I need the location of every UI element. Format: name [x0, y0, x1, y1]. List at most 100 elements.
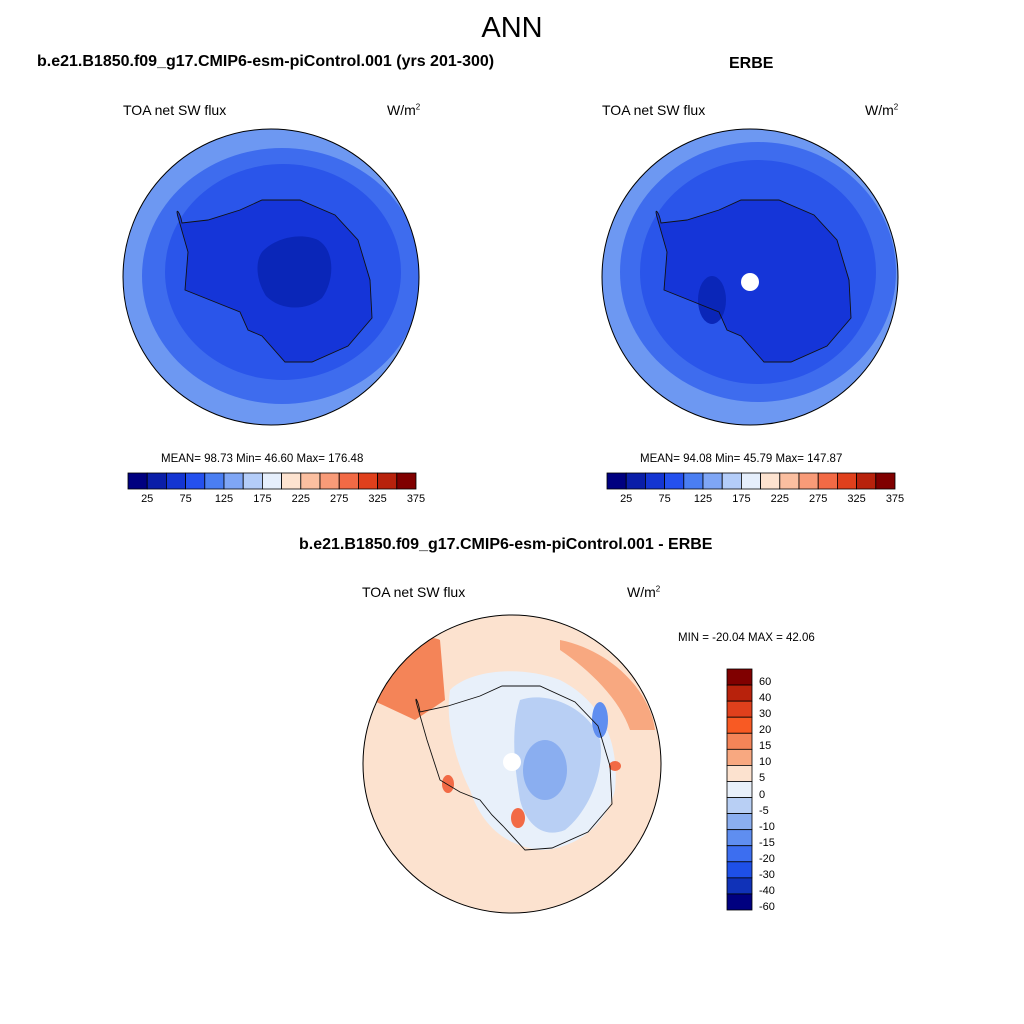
- obs-colorbar-tick-label: 75: [658, 493, 671, 505]
- diff-colorbar-box: [726, 684, 753, 702]
- model-colorbar-box: [319, 472, 340, 490]
- model-colorbar-box: [338, 472, 359, 490]
- obs-units-label: W/m2: [865, 102, 899, 118]
- model-colorbar-tick-label: 375: [406, 493, 426, 505]
- obs-colorbar-box: [760, 472, 781, 490]
- diff-coastline: [415, 685, 613, 851]
- obs-colorbar-tick-label: 225: [770, 493, 789, 505]
- obs-colorbar-tick-label: 325: [847, 493, 866, 505]
- diff-colorbar-tick-label: -5: [759, 804, 769, 817]
- obs-missing-data-hole: [741, 273, 759, 291]
- obs-colorbar-tick-label: 175: [732, 493, 751, 505]
- diff-colorbar-box: [726, 845, 753, 863]
- diff-colorbar-tick-label: -30: [759, 868, 775, 881]
- obs-colorbar-box: [664, 472, 685, 490]
- diff-colorbar-box: [726, 700, 753, 718]
- model-colorbar-box: [242, 472, 263, 490]
- obs-colorbar-box: [798, 472, 819, 490]
- model-colorbar-box: [396, 472, 417, 490]
- diff-colorbar-box: [726, 861, 753, 879]
- model-colorbar-tick-label: 25: [141, 493, 154, 505]
- obs-colorbar-box: [702, 472, 723, 490]
- diff-colorbar-box: [726, 781, 753, 798]
- obs-coastline: [655, 199, 852, 363]
- diff-colorbar-tick-label: -20: [759, 852, 775, 865]
- model-colorbar-box: [127, 472, 148, 490]
- diff-colorbar-box: [726, 668, 753, 686]
- model-colorbar-tick-label: 175: [253, 493, 272, 505]
- diff-colorbar-box: [726, 797, 753, 814]
- model-polar-map: [123, 129, 419, 425]
- model-colorbar: [127, 472, 417, 490]
- figure-title: ANN: [481, 12, 543, 44]
- diff-colorbar-box: [726, 829, 753, 847]
- obs-colorbar-box: [779, 472, 800, 490]
- model-variable-label: TOA net SW flux: [123, 102, 227, 118]
- model-colorbar-box: [146, 472, 167, 490]
- obs-polar-map: [602, 129, 898, 425]
- diff-units-label: W/m2: [627, 584, 661, 600]
- diff-colorbar-box: [726, 893, 753, 911]
- obs-colorbar-tick-label: 275: [809, 493, 828, 505]
- model-colorbar-tick-label: 325: [368, 493, 387, 505]
- diff-colorbar-tick-label: 20: [759, 724, 772, 737]
- model-colorbar-box: [357, 472, 378, 490]
- model-panel-header: b.e21.B1850.f09_g17.CMIP6-esm-piControl.…: [37, 53, 495, 70]
- obs-colorbar-box: [741, 472, 762, 490]
- model-colorbar-tick-label: 275: [330, 493, 349, 505]
- obs-colorbar-box: [645, 472, 666, 490]
- model-units-label: W/m2: [387, 102, 421, 118]
- diff-colorbar-tick-label: 15: [759, 740, 772, 753]
- obs-colorbar-tick-label: 25: [620, 493, 633, 505]
- model-colorbar-tick-label: 75: [179, 493, 192, 505]
- diff-colorbar-box: [726, 732, 753, 750]
- diff-colorbar-box: [726, 813, 753, 831]
- obs-colorbar-tick-label: 125: [693, 493, 713, 505]
- obs-colorbar-box: [625, 472, 646, 490]
- diff-colorbar-tick-label: 0: [759, 788, 766, 801]
- obs-colorbar-box: [875, 472, 896, 490]
- diff-panel-header: b.e21.B1850.f09_g17.CMIP6-esm-piControl.…: [299, 536, 713, 553]
- model-colorbar-box: [223, 472, 244, 490]
- diff-colorbar-box: [726, 748, 753, 766]
- obs-colorbar-box: [817, 472, 838, 490]
- diff-colorbar-box: [726, 716, 753, 734]
- model-coastline: [176, 199, 373, 363]
- obs-colorbar-box: [721, 472, 742, 490]
- model-colorbar-box: [300, 472, 321, 490]
- obs-colorbar: [606, 472, 896, 490]
- diff-stats: MIN = -20.04 MAX = 42.06: [678, 632, 815, 644]
- model-colorbar-box: [261, 472, 282, 490]
- diff-colorbar: [726, 668, 753, 911]
- model-colorbar-tick-label: 225: [291, 493, 310, 505]
- model-stats: MEAN= 98.73 Min= 46.60 Max= 176.48: [161, 453, 364, 465]
- obs-panel-header: ERBE: [729, 55, 774, 72]
- obs-colorbar-box: [683, 472, 704, 490]
- obs-colorbar-box: [606, 472, 627, 490]
- diff-colorbar-box: [726, 765, 753, 782]
- obs-variable-label: TOA net SW flux: [602, 102, 706, 118]
- diff-colorbar-tick-label: 60: [759, 676, 772, 689]
- diff-colorbar-tick-label: 30: [759, 708, 772, 721]
- diff-colorbar-tick-label: -10: [759, 820, 775, 833]
- model-colorbar-box: [204, 472, 225, 490]
- diff-colorbar-box: [726, 877, 753, 895]
- obs-stats: MEAN= 94.08 Min= 45.79 Max= 147.87: [640, 453, 843, 465]
- diff-missing-data-hole: [503, 753, 521, 771]
- model-colorbar-box: [185, 472, 206, 490]
- diff-colorbar-tick-label: -15: [759, 836, 775, 849]
- diff-colorbar-tick-label: 5: [759, 772, 766, 785]
- model-colorbar-box: [377, 472, 398, 490]
- diff-colorbar-tick-label: -40: [759, 884, 775, 897]
- diff-colorbar-tick-label: 10: [759, 756, 772, 769]
- diff-polar-map: [363, 615, 661, 913]
- obs-colorbar-tick-label: 375: [885, 493, 905, 505]
- diff-variable-label: TOA net SW flux: [362, 584, 466, 600]
- obs-colorbar-box: [837, 472, 858, 490]
- diff-colorbar-tick-label: 40: [759, 692, 772, 705]
- model-colorbar-tick-label: 125: [214, 493, 234, 505]
- diff-colorbar-tick-label: -60: [759, 901, 775, 913]
- obs-colorbar-box: [856, 472, 877, 490]
- model-colorbar-box: [281, 472, 302, 490]
